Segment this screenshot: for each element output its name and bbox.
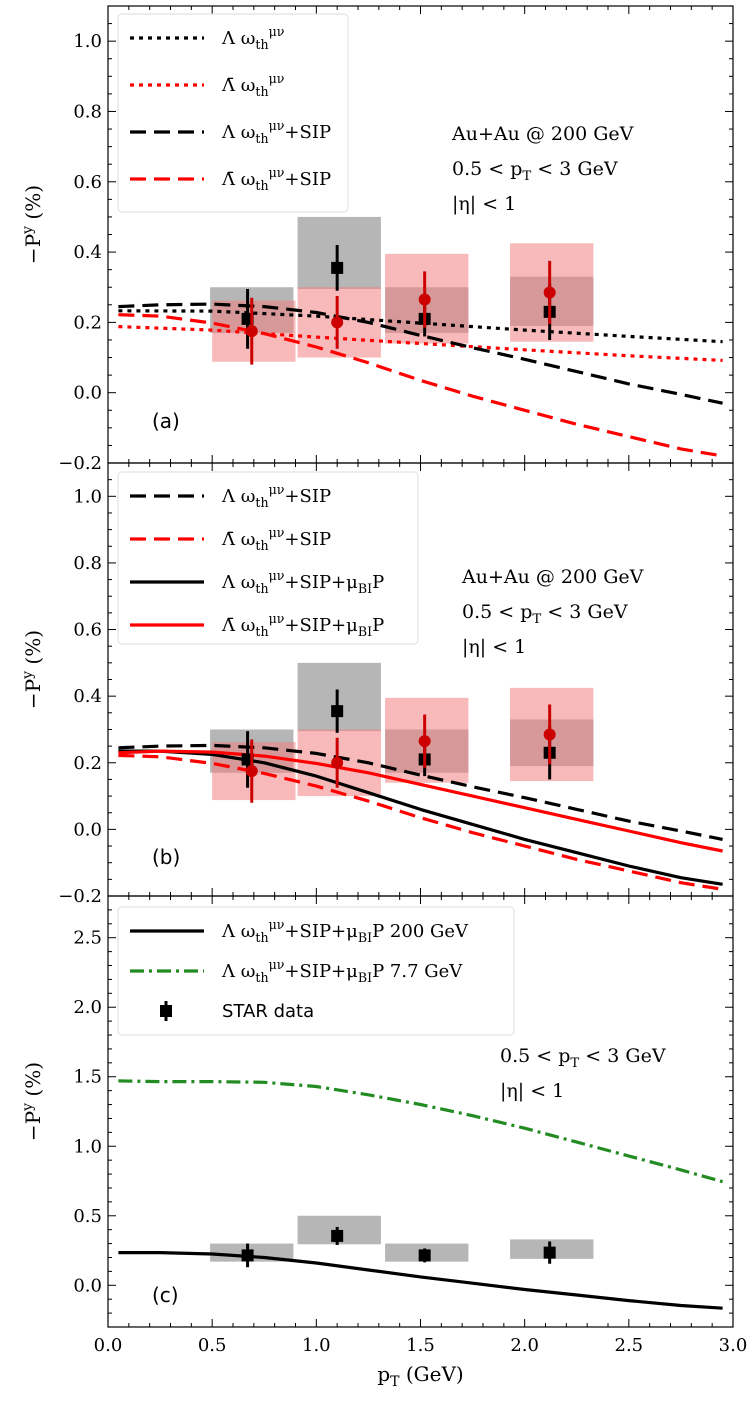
x-tick-label: 0.5 (198, 1335, 227, 1356)
y-tick-label: 2.5 (73, 928, 102, 949)
panel-label: (a) (152, 409, 180, 433)
series-line-2 (118, 1079, 724, 1184)
series-line-3 (118, 749, 723, 886)
data-point-lambda (331, 705, 344, 718)
y-tick-label: 1.0 (73, 31, 102, 52)
panel-b: −0.2 0.0 0.2 0.4 0.6 0.8 1.0 −Py​ (%) (b) Λ ωth​μ… (20, 462, 734, 907)
panel-label: (c) (152, 1283, 179, 1307)
data-point-lambda (543, 1246, 556, 1259)
data-point-antilambda (331, 316, 344, 329)
y-tick-label: 0.6 (73, 620, 102, 641)
y-tick-label: 0.5 (73, 1206, 102, 1227)
y-tick-label: 2.0 (73, 997, 102, 1018)
y-tick-label: 0.4 (73, 686, 102, 707)
data-point-lambda (331, 261, 344, 274)
series-line-1 (118, 309, 723, 344)
legend-label-1: Λ ωth​μν​ (221, 24, 284, 52)
annotation-line-2: 0.5 < pT​ < 3 GeV (462, 601, 628, 627)
legend-label-2: Λ ωth​μν​+SIP+μBI​P 7.7 GeV (221, 957, 463, 985)
annotation-line-3: |η| < 1 (452, 193, 516, 215)
annotation-line-1: Au+Au @ 200 GeV (461, 566, 644, 588)
panel-a: −0.2 0.0 0.2 0.4 0.6 0.8 1.0 −Py​ (%) (a) Λ ωth​μ… (20, 5, 734, 474)
annotation-line-1: 0.5 < pT​ < 3 GeV (500, 1045, 666, 1071)
legend-label-1: Λ ωth​μν​+SIP+μBI​P 200 GeV (221, 917, 469, 945)
legend-box (117, 906, 515, 1036)
data-point-lambda (418, 1249, 431, 1262)
y-tick-label: −0.2 (58, 886, 102, 907)
series-line-1 (118, 1250, 723, 1310)
plot-area (118, 216, 723, 458)
legend: Λ ωth​μν​ Λ̄ ωth​μν​ Λ ωth​μν​+SIP Λ̄ ωth​μ… (117, 13, 349, 213)
y-axis-label: −Py​ (%) (20, 1062, 45, 1141)
data-point-lambda (331, 1229, 344, 1242)
legend-data-marker (160, 1005, 172, 1017)
legend-data-label: STAR data (222, 1001, 314, 1022)
series-line-4 (118, 749, 723, 853)
y-axis-label: −Py​ (%) (20, 630, 45, 709)
systematic-box (297, 662, 381, 732)
data-point-antilambda (418, 735, 431, 748)
legend: Λ ωth​μν​+SIP Λ̄ ωth​μν​+SIP Λ ωth​μν​+SIP… (117, 471, 419, 645)
y-tick-label: 0.2 (73, 753, 102, 774)
y-tick-label: 1.0 (73, 1136, 102, 1157)
data-point-antilambda (543, 286, 556, 299)
y-tick-label: 0.2 (73, 312, 102, 333)
legend-label-1: Λ ωth​μν​+SIP (221, 482, 331, 510)
plot-area (118, 662, 723, 891)
series-line-3 (118, 302, 723, 405)
y-tick-label: −0.2 (58, 453, 102, 474)
y-tick-label: 0.0 (73, 383, 102, 404)
y-tick-label: 0.8 (73, 101, 102, 122)
data-point-antilambda (418, 293, 431, 306)
data-point-antilambda (245, 325, 258, 338)
panel-label: (b) (152, 845, 180, 869)
y-tick-label: 1.0 (73, 486, 102, 507)
legend-label-3: Λ ωth​μν​+SIP (221, 118, 331, 146)
x-tick-label: 0.0 (94, 1335, 123, 1356)
data-point-antilambda (331, 756, 344, 769)
annotation-line-2: 0.5 < pT​ < 3 GeV (452, 158, 618, 184)
y-tick-label: 1.5 (73, 1067, 102, 1088)
x-tick-label: 2.5 (615, 1335, 644, 1356)
y-axis-label: −Py​ (%) (20, 185, 45, 264)
panel-c: 0.0 0.5 1.0 1.5 2.0 2.5 −Py​ (%) (c) Λ ωth​μν​+S… (20, 895, 734, 1328)
legend-label-4: Λ̄ ωth​μν​+SIP+μBI​P (221, 611, 384, 639)
x-tick-label: 1.0 (302, 1335, 331, 1356)
x-tick-label: 3.0 (719, 1335, 747, 1356)
data-point-lambda (241, 1249, 254, 1262)
y-tick-label: 0.0 (73, 1275, 102, 1296)
series-line-2 (118, 325, 723, 362)
annotation-line-3: |η| < 1 (462, 636, 526, 658)
legend-label-2: Λ̄ ωth​μν​+SIP (221, 525, 331, 553)
plot-area (118, 1079, 724, 1310)
legend-label-4: Λ̄ ωth​μν​+SIP (221, 165, 331, 193)
legend-box (117, 13, 349, 213)
legend-box (117, 471, 419, 645)
x-tick-label: 2.0 (510, 1335, 539, 1356)
y-tick-label: 0.0 (73, 819, 102, 840)
data-point-antilambda (245, 765, 258, 778)
x-axis-label: pT​ (GeV) (377, 1362, 463, 1390)
annotation-line-1: Au+Au @ 200 GeV (451, 123, 634, 145)
systematic-box (297, 216, 381, 289)
data-point-antilambda (543, 728, 556, 741)
legend-label-2: Λ̄ ωth​μν​ (221, 71, 284, 99)
annotation-line-2: |η| < 1 (500, 1080, 564, 1102)
series-line-1 (118, 743, 723, 841)
legend-label-3: Λ ωth​μν​+SIP+μBI​P (221, 568, 384, 596)
y-tick-label: 0.8 (73, 553, 102, 574)
legend: Λ ωth​μν​+SIP+μBI​P 200 GeV Λ ωth​μν​+SIP… (117, 906, 515, 1036)
x-tick-label: 1.5 (406, 1335, 435, 1356)
y-tick-label: 0.6 (73, 172, 102, 193)
y-tick-label: 0.4 (73, 242, 102, 263)
